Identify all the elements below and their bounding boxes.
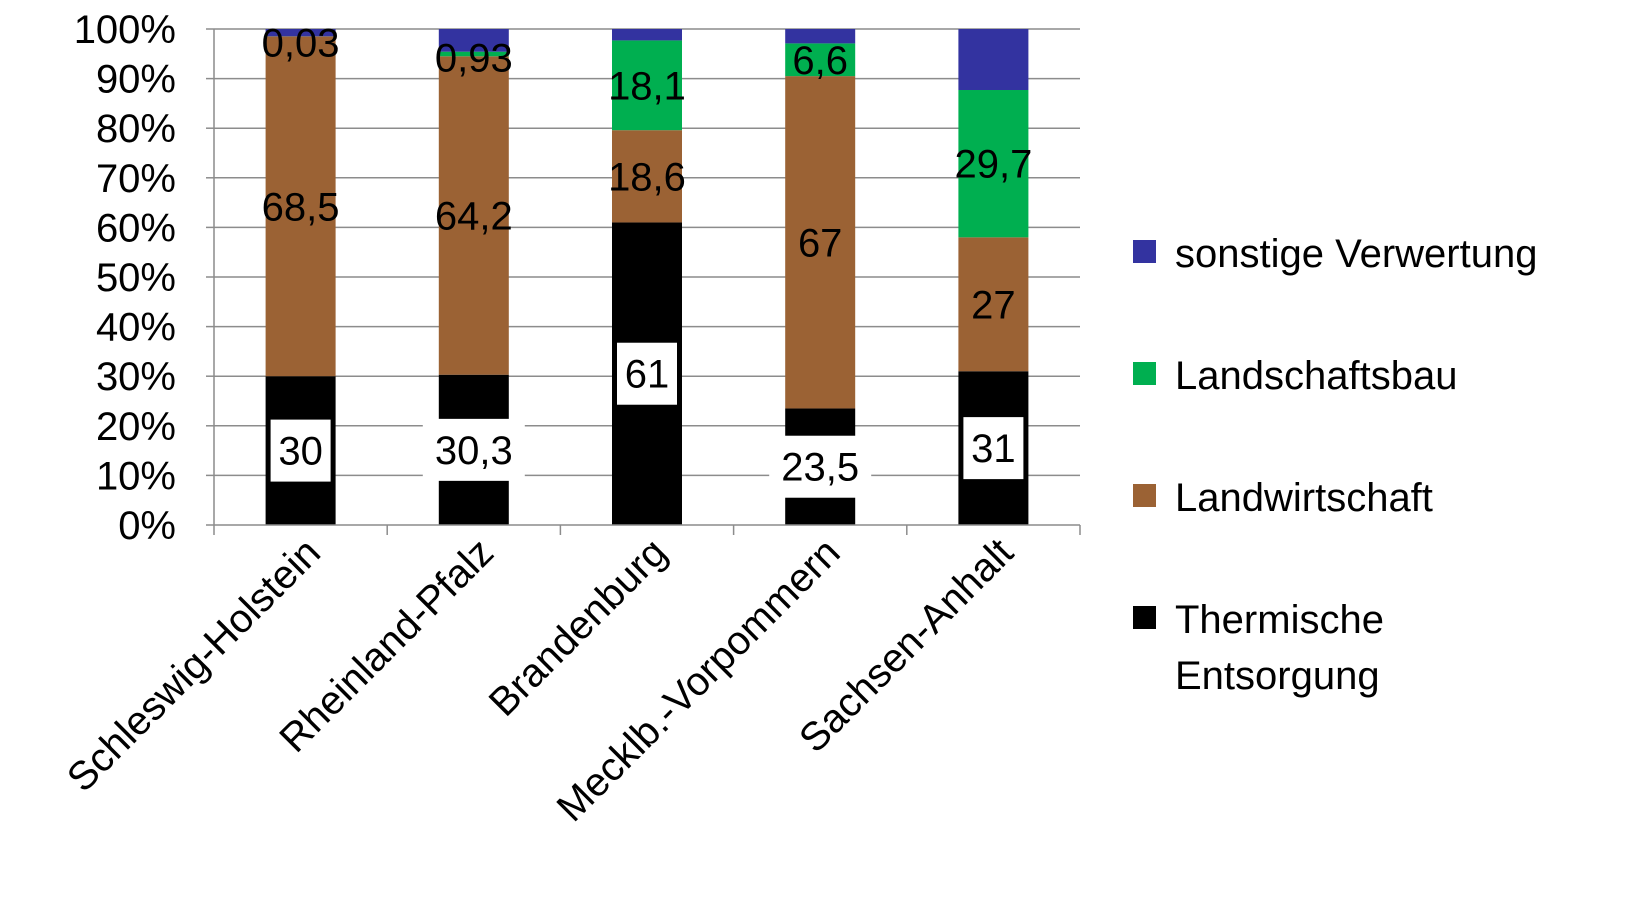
legend-label: sonstige Verwertung [1175, 232, 1537, 276]
y-tick-label: 80% [96, 107, 176, 151]
data-labels: 30 68,5 0,03 30,3 64,2 0,93 61 18,6 18,1 23,5 67 6,… [262, 21, 1032, 498]
bar-segment [438, 56, 509, 375]
data-label: 27 [971, 283, 1016, 327]
data-label: 64,2 [435, 194, 513, 238]
data-label: 0,03 [262, 21, 340, 65]
y-tick-label: 0% [118, 504, 176, 548]
data-label: 29,7 [954, 143, 1032, 187]
bar-segment [438, 51, 509, 57]
data-label: 0,93 [435, 37, 513, 81]
bar-segment [265, 36, 336, 377]
y-tick-label: 100% [74, 8, 176, 52]
data-label: 31 [971, 427, 1016, 471]
category-label: Mecklb.-Vorpommern [549, 530, 849, 830]
data-label: 67 [798, 221, 843, 265]
data-label-box [617, 342, 677, 405]
legend-swatch [1133, 484, 1156, 507]
data-label-box [270, 419, 331, 482]
bar-segment [612, 130, 682, 223]
data-label: 61 [625, 353, 670, 397]
legend-label: Entsorgung [1175, 654, 1380, 698]
legend-swatch [1133, 606, 1156, 629]
bar-segment [438, 29, 509, 52]
y-tick-label: 20% [96, 405, 176, 449]
y-tick-label: 60% [96, 206, 176, 250]
legend-label: Landwirtschaft [1175, 476, 1433, 520]
bar-segment [785, 29, 856, 44]
bar-segment [785, 76, 856, 409]
bar-segment [612, 29, 682, 41]
bar-segment [612, 40, 682, 131]
bar-segment [958, 29, 1029, 91]
category-label: Schleswig-Holstein [59, 530, 329, 800]
legend-label: Landschaftsbau [1175, 354, 1457, 398]
bar-segment [958, 90, 1029, 238]
category-label: Brandenburg [481, 530, 676, 725]
data-label-box [422, 418, 525, 481]
legend: sonstige Verwertung Landschaftsbau Landwir… [1133, 232, 1537, 698]
y-tick-label: 50% [96, 256, 176, 300]
y-tick-label: 90% [96, 58, 176, 102]
bar-segment [785, 43, 856, 77]
y-tick-label: 70% [96, 157, 176, 201]
axes: 0% 10% 20% 30% 40% 50% 60% 70% 80% 90% 100% Schlesw… [59, 8, 1081, 830]
data-label: 30,3 [435, 429, 513, 473]
y-tick-label: 40% [96, 306, 176, 350]
data-label: 18,6 [608, 155, 686, 199]
legend-swatch [1133, 362, 1156, 385]
data-label: 68,5 [262, 185, 340, 229]
data-label-box [963, 417, 1024, 480]
data-label: 6,6 [792, 39, 848, 83]
y-tick-label: 30% [96, 355, 176, 399]
legend-swatch [1133, 240, 1156, 263]
data-label: 30 [278, 430, 323, 474]
data-label: 23,5 [781, 446, 859, 490]
legend-label: Thermische [1175, 598, 1384, 642]
y-tick-label: 10% [96, 454, 176, 498]
data-label: 18,1 [608, 64, 686, 108]
bar-segment [958, 237, 1029, 372]
bar-segment [265, 29, 336, 37]
data-label-box [769, 435, 872, 498]
